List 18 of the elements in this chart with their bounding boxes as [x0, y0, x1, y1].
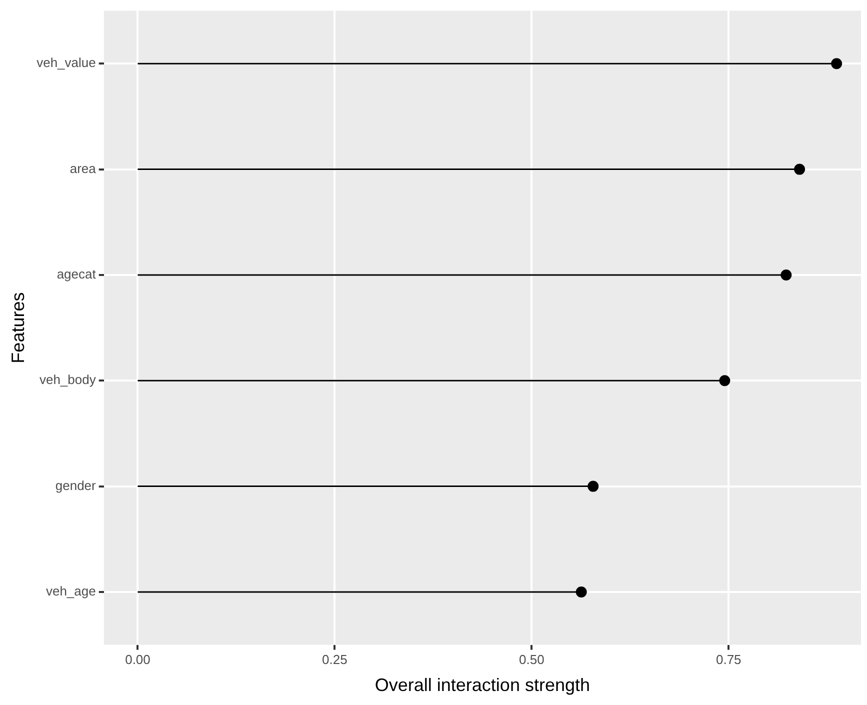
- point: [719, 375, 730, 386]
- x-tick-label: 0.00: [125, 652, 150, 668]
- point: [794, 164, 806, 175]
- y-tick-label: veh_body: [39, 372, 96, 388]
- point: [831, 58, 842, 70]
- point: [576, 586, 587, 598]
- y-axis-title: Features: [8, 292, 28, 364]
- point: [588, 480, 599, 492]
- y-tick-label: veh_value: [36, 55, 96, 70]
- x-tick-label: 0.75: [716, 652, 742, 668]
- y-tick-label: agecat: [56, 266, 96, 282]
- y-tick-label: gender: [55, 478, 97, 493]
- y-tick-label: area: [70, 160, 97, 176]
- x-axis-title: Overall interaction strength: [374, 675, 590, 696]
- point: [780, 269, 792, 280]
- x-tick-label: 0.25: [322, 652, 348, 668]
- x-tick-label: 0.50: [519, 652, 544, 668]
- y-tick-label: veh_age: [46, 584, 96, 599]
